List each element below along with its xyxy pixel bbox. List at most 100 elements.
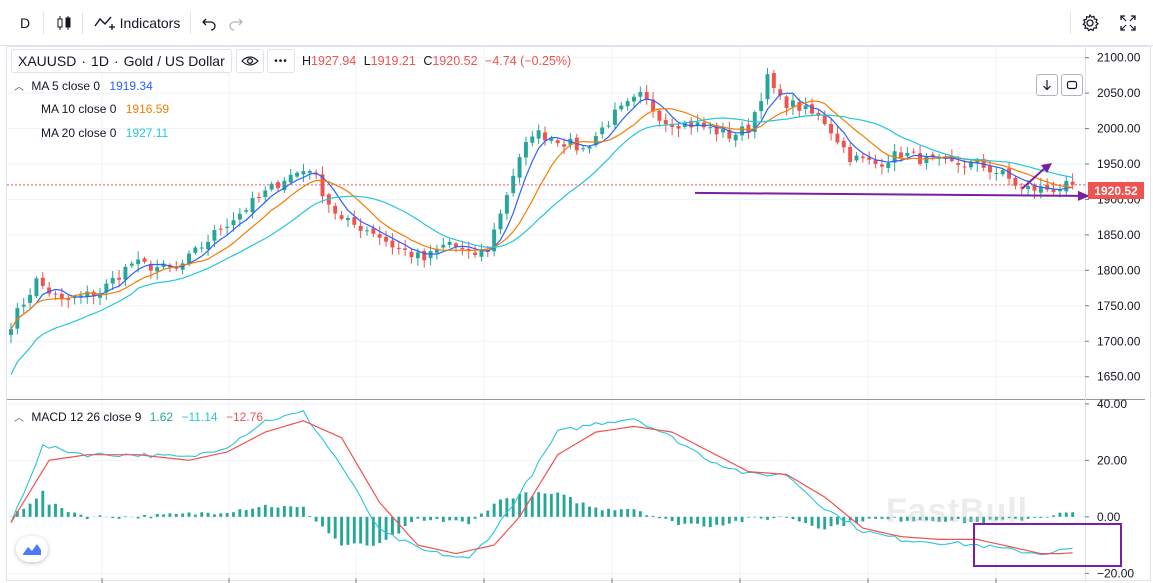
candle-body <box>708 127 713 129</box>
symbol-description: Gold / US Dollar <box>123 53 225 69</box>
candle-body <box>905 153 910 156</box>
price-axis-label: 2100.00 <box>1097 51 1141 65</box>
price-axis-label: 1750.00 <box>1097 299 1141 313</box>
candle-body <box>727 129 732 139</box>
fullscreen-icon <box>1120 15 1136 31</box>
up-arrow-head <box>1041 163 1052 173</box>
candle-body <box>104 283 109 293</box>
symbol-title[interactable]: XAUUSD · 1D · Gold / US Dollar <box>11 49 232 73</box>
ohlc-values: H1927.94 L1919.21 C1920.52 −4.74 (−0.25%… <box>302 54 571 68</box>
candle-body <box>371 228 376 234</box>
candle-body <box>962 166 967 168</box>
price-axis-label: 2050.00 <box>1097 86 1141 100</box>
candle-body <box>956 163 961 165</box>
candle-body <box>98 293 102 298</box>
candle-body <box>543 132 547 141</box>
candle-body <box>549 138 554 141</box>
candle-body <box>479 249 484 257</box>
candle-body <box>40 277 45 286</box>
candle-body <box>663 120 668 125</box>
redo-button[interactable] <box>224 8 248 38</box>
title-separator-dot: · <box>81 53 87 69</box>
candle-body <box>352 217 357 225</box>
title-separator-dot: · <box>113 53 119 69</box>
fullscreen-button[interactable] <box>1114 8 1142 38</box>
candle-body <box>454 243 458 247</box>
candle-body <box>835 133 840 143</box>
ma10-legend[interactable]: MA 10 close 0 1916.59 <box>41 102 169 116</box>
chevron-up-icon[interactable]: ︿ <box>14 82 24 93</box>
candle-body <box>1070 181 1075 185</box>
candle-body <box>988 166 992 173</box>
candle-body <box>740 126 745 136</box>
candle-body <box>269 183 274 190</box>
candle-body <box>606 125 611 127</box>
candle-body <box>123 266 128 280</box>
macd-label: MACD 12 26 close 9 <box>31 410 142 424</box>
candle-body <box>530 136 535 143</box>
candle-body <box>148 263 153 271</box>
ma10-label: MA 10 close 0 <box>41 102 117 116</box>
ma20-value: 1927.11 <box>125 126 169 140</box>
interval-button[interactable]: D <box>10 8 40 38</box>
more-button[interactable]: ••• <box>267 49 295 73</box>
macd-line-value: −11.14 <box>181 410 218 424</box>
settings-button[interactable] <box>1076 8 1104 38</box>
chevron-up-icon[interactable]: ︿ <box>14 413 24 424</box>
indicators-icon <box>94 16 115 30</box>
candle-body <box>562 144 567 147</box>
ma10-line <box>10 100 1073 330</box>
ma20-legend[interactable]: MA 20 close 0 1927.11 <box>41 126 168 140</box>
candle-body <box>968 161 973 168</box>
candle-body <box>1064 180 1069 192</box>
candle-body <box>867 157 872 160</box>
candle-body <box>34 278 39 297</box>
candle-body <box>390 240 395 248</box>
indicators-button[interactable]: Indicators <box>88 8 186 38</box>
candle-body <box>136 259 141 265</box>
reset-scale-button[interactable] <box>1061 74 1083 96</box>
undo-icon <box>202 18 216 31</box>
macd-axis-label: 20.00 <box>1097 453 1127 467</box>
chart-type-button[interactable] <box>50 8 78 38</box>
watermark-logo: FastBull <box>886 492 1029 530</box>
candle-body <box>841 140 846 148</box>
candle-body <box>434 249 439 253</box>
scroll-down-button[interactable] <box>1036 74 1058 96</box>
annotation-rectangle <box>973 523 1122 567</box>
candle-body <box>473 252 478 255</box>
horizontal-arrow-line <box>694 191 1081 197</box>
candle-body <box>256 196 261 198</box>
macd-legend[interactable]: ︿ MACD 12 26 close 9 1.62 −11.14 −12.76 <box>14 409 263 424</box>
arrow-down-icon <box>1043 80 1051 91</box>
horizontal-arrow-head <box>1078 190 1090 201</box>
candle-body <box>339 215 344 219</box>
candle-body <box>237 213 242 220</box>
ma5-legend[interactable]: ︿ MA 5 close 0 1919.34 <box>14 78 153 93</box>
macd-hist-value: 1.62 <box>149 410 174 424</box>
candle-body <box>886 163 891 168</box>
toolbar-divider <box>82 12 83 34</box>
candle-body <box>193 247 198 253</box>
symbol-interval: 1D <box>91 53 109 69</box>
candle-body <box>899 152 903 158</box>
last-price-tag: 1920.52 <box>1088 182 1144 199</box>
candle-body <box>59 293 64 300</box>
candle-body <box>218 228 223 230</box>
gear-icon <box>1082 13 1099 32</box>
tradingview-logo[interactable] <box>16 536 48 562</box>
candle-body <box>422 250 427 261</box>
candle-body <box>829 123 834 134</box>
top-toolbar: D Indicators <box>0 0 1153 46</box>
candle-body <box>701 122 706 128</box>
candle-body <box>415 252 420 259</box>
candle-body <box>28 294 33 303</box>
visibility-button[interactable] <box>236 49 264 73</box>
candle-body <box>651 99 656 112</box>
candle-body <box>460 247 465 250</box>
candle-body <box>276 182 280 189</box>
candle-body <box>555 140 560 144</box>
undo-button[interactable] <box>197 8 221 38</box>
